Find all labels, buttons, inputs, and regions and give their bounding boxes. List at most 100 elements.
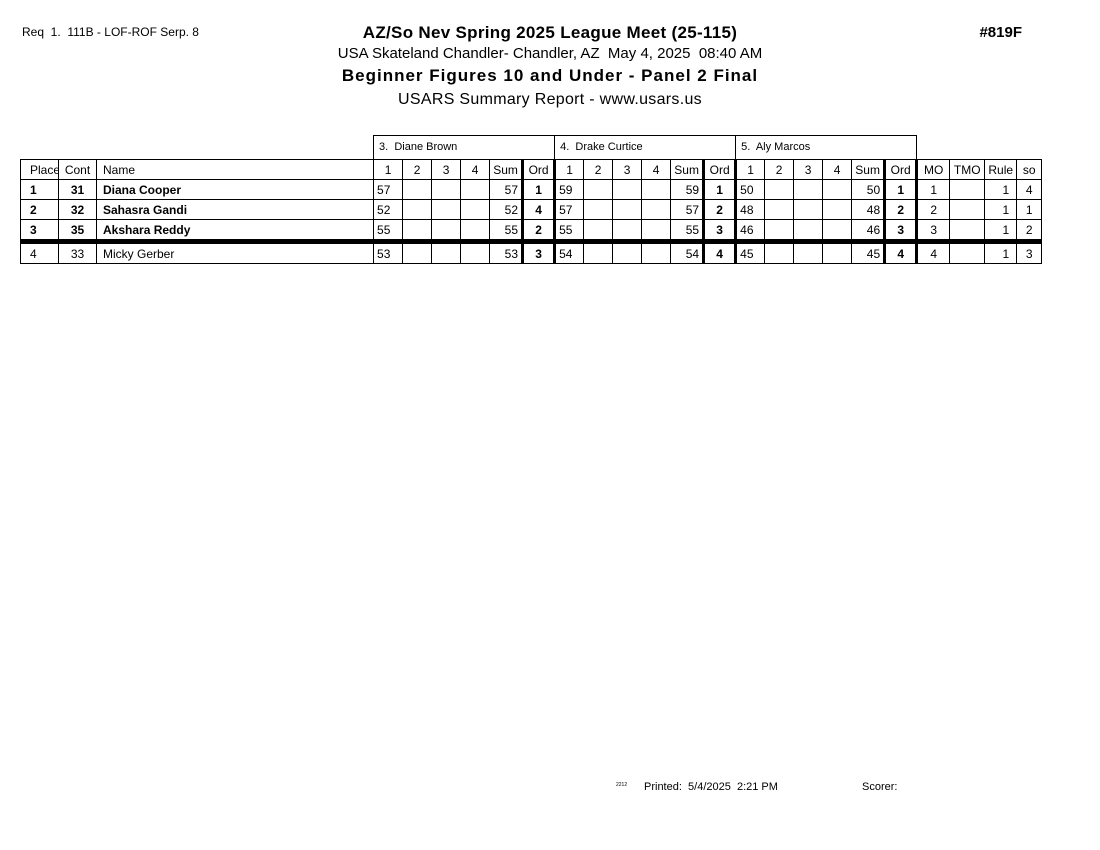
cell-score: 59 (554, 179, 585, 200)
col-header-so: so (1016, 159, 1043, 180)
cell-sum: 55 (489, 219, 524, 244)
report-type-line: USARS Summary Report - www.usars.us (398, 91, 702, 108)
col-header-trial4: 4 (641, 159, 672, 180)
cell-score: 53 (373, 241, 404, 264)
venue-date-line: USA Skateland Chandler- Chandler, AZ May… (337, 45, 763, 62)
judge-header-row: 3. Diane Brown 4. Drake Curtice 5. Aly M… (21, 135, 1042, 160)
cell-score: 50 (735, 179, 766, 200)
col-header-trial4: 4 (822, 159, 853, 180)
cell-place: 2 (20, 199, 59, 220)
meet-title: AZ/So Nev Spring 2025 League Meet (25-11… (362, 23, 738, 42)
cell-score (764, 241, 795, 264)
col-header-trial3: 3 (431, 159, 462, 180)
cell-score: 57 (373, 179, 404, 200)
cell-score (402, 241, 433, 264)
col-header-sum: Sum (851, 159, 886, 180)
report-number: #819F (979, 24, 1022, 41)
cell-so: 2 (1016, 219, 1043, 244)
cell-ord: 1 (883, 179, 919, 200)
cell-mo: 4 (916, 241, 951, 264)
cell-score: 54 (554, 241, 585, 264)
cell-score (793, 199, 824, 220)
cell-score: 57 (554, 199, 585, 220)
cell-score (460, 241, 491, 264)
cell-sum: 48 (851, 199, 886, 220)
cell-ord: 1 (521, 179, 557, 200)
cell-name: Diana Cooper (95, 179, 375, 200)
results-table: 3. Diane Brown 4. Drake Curtice 5. Aly M… (20, 135, 1043, 264)
col-header-sum: Sum (489, 159, 524, 180)
spacer-cell (917, 136, 1042, 160)
cell-rule: 1 (984, 241, 1018, 264)
cell-sum: 57 (489, 179, 524, 200)
cell-cont: 33 (58, 241, 97, 264)
cell-score (641, 219, 672, 244)
col-header-place: Place (20, 159, 59, 180)
cell-score (641, 199, 672, 220)
cell-score (764, 219, 795, 244)
cell-score (764, 199, 795, 220)
col-header-trial2: 2 (764, 159, 795, 180)
cell-score: 48 (735, 199, 766, 220)
col-header-trial1: 1 (373, 159, 404, 180)
cell-tmo (949, 219, 986, 244)
col-header-trial3: 3 (793, 159, 824, 180)
cell-sum: 53 (489, 241, 524, 264)
cell-score: 55 (373, 219, 404, 244)
spacer-cell (21, 136, 374, 160)
cell-ord: 4 (702, 241, 738, 264)
cell-score: 45 (735, 241, 766, 264)
cell-score (822, 241, 853, 264)
col-header-ord: Ord (883, 159, 919, 180)
cell-score (402, 219, 433, 244)
cell-tmo (949, 179, 986, 200)
cell-score (402, 199, 433, 220)
cell-score (431, 179, 462, 200)
cell-sum: 59 (670, 179, 705, 200)
scorer-label: Scorer: (862, 781, 898, 793)
cell-score (431, 199, 462, 220)
report-header: AZ/So Nev Spring 2025 League Meet (25-11… (0, 22, 1100, 111)
col-header-mo: MO (916, 159, 951, 180)
cell-ord: 3 (883, 219, 919, 244)
cell-place: 1 (20, 179, 59, 200)
cell-score (460, 199, 491, 220)
cell-score (460, 219, 491, 244)
col-header-ord: Ord (521, 159, 557, 180)
col-header-trial4: 4 (460, 159, 491, 180)
cell-score (612, 179, 643, 200)
cell-score (793, 179, 824, 200)
cell-so: 1 (1016, 199, 1043, 220)
result-row: 3 35 Akshara Reddy 55 55 2 55 55 3 46 46… (20, 219, 1043, 244)
cell-ord: 4 (521, 199, 557, 220)
result-row: 1 31 Diana Cooper 57 57 1 59 59 1 50 50 … (20, 179, 1043, 200)
cell-score (793, 219, 824, 244)
col-header-name: Name (95, 159, 375, 180)
cell-score (612, 199, 643, 220)
result-row: 2 32 Sahasra Gandi 52 52 4 57 57 2 48 48… (20, 199, 1043, 220)
cell-sum: 54 (670, 241, 705, 264)
cell-ord: 3 (702, 219, 738, 244)
result-row: 4 33 Micky Gerber 53 53 3 54 54 4 45 45 … (20, 241, 1043, 264)
cell-score (822, 179, 853, 200)
event-title: Beginner Figures 10 and Under - Panel 2 … (341, 66, 759, 85)
cell-score (583, 179, 614, 200)
cell-cont: 32 (58, 199, 97, 220)
col-header-trial2: 2 (583, 159, 614, 180)
cell-name: Sahasra Gandi (95, 199, 375, 220)
cell-score (460, 179, 491, 200)
cell-sum: 45 (851, 241, 886, 264)
col-header-tmo: TMO (949, 159, 986, 180)
cell-sum: 46 (851, 219, 886, 244)
cell-ord: 3 (521, 241, 557, 264)
cell-score (764, 179, 795, 200)
judge-name-cell: 3. Diane Brown (373, 135, 556, 160)
cell-score: 52 (373, 199, 404, 220)
cell-score (583, 219, 614, 244)
judge-name-cell: 5. Aly Marcos (735, 135, 918, 160)
cell-score: 55 (554, 219, 585, 244)
cell-score (431, 219, 462, 244)
printed-timestamp: Printed: 5/4/2025 2:21 PM (644, 781, 778, 793)
cell-ord: 2 (521, 219, 557, 244)
cell-score (822, 199, 853, 220)
